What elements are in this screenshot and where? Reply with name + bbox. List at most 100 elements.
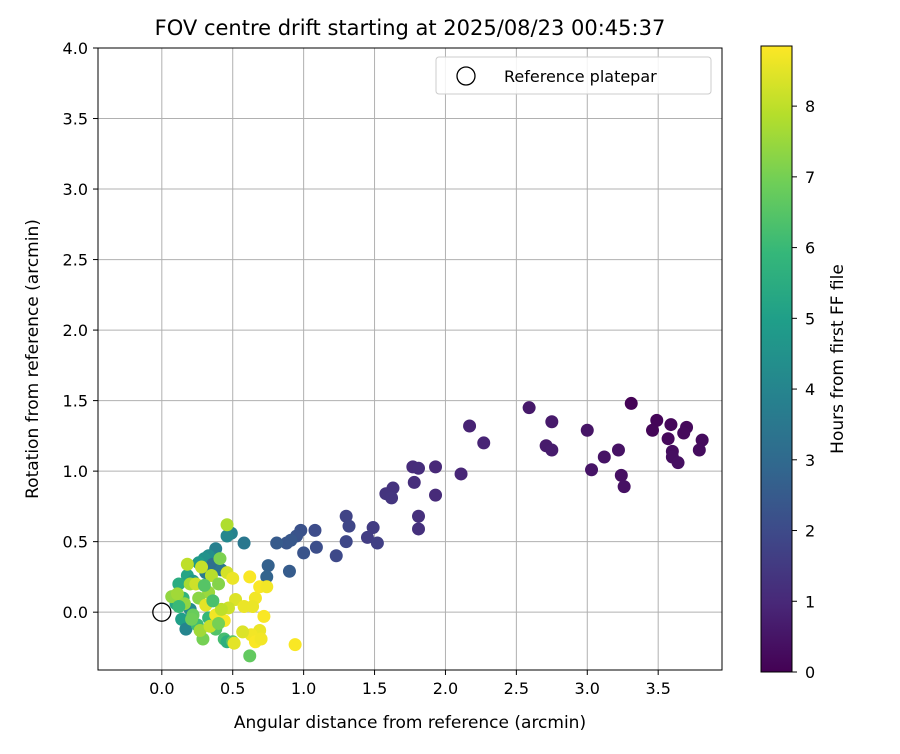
data-point [214, 602, 228, 616]
data-point [288, 638, 302, 652]
colorbar-tick-label: 2 [805, 522, 815, 541]
data-point [385, 491, 399, 505]
data-point [454, 467, 468, 481]
x-tick-label: 1.0 [291, 679, 316, 698]
data-point [585, 463, 599, 477]
data-point [614, 468, 628, 482]
data-point [522, 401, 536, 415]
x-tick-label: 2.0 [433, 679, 458, 698]
data-point [695, 433, 709, 447]
colorbar: 0 1 2 3 4 5 6 7 8 Hours from first FF file [760, 45, 848, 682]
data-point [366, 521, 380, 535]
chart-title: FOV centre drift starting at 2025/08/23 … [155, 16, 666, 40]
y-tick-label: 2.5 [63, 251, 88, 270]
colorbar-label: Hours from first FF file [828, 264, 848, 454]
data-point [246, 600, 260, 614]
data-point [243, 570, 257, 584]
data-point [412, 522, 426, 536]
data-point [179, 622, 193, 636]
data-point [270, 536, 284, 550]
data-point [650, 413, 664, 427]
data-point [172, 600, 186, 614]
data-point [260, 580, 274, 594]
colorbar-tick-label: 6 [805, 239, 815, 258]
data-points [165, 396, 709, 663]
data-point [545, 443, 559, 457]
data-point [243, 649, 257, 663]
data-point [597, 450, 611, 464]
data-point [339, 509, 353, 523]
data-point [212, 616, 226, 630]
colorbar-tick-label: 3 [805, 451, 815, 470]
data-point [580, 423, 594, 437]
data-point [412, 509, 426, 523]
x-tick-label: 2.5 [504, 679, 529, 698]
colorbar-ticks: 0 1 2 3 4 5 6 7 8 [792, 97, 815, 682]
legend-label-reference-platepar: Reference platepar [504, 67, 657, 86]
data-point [624, 396, 638, 410]
colorbar-tick-label: 4 [805, 380, 815, 399]
y-tick-label: 4.0 [63, 39, 88, 58]
colorbar-tick-label: 5 [805, 309, 815, 328]
legend: Reference platepar [435, 56, 712, 95]
x-tick-label: 3.0 [575, 679, 600, 698]
data-point [175, 612, 189, 626]
data-point [329, 549, 343, 563]
data-point [206, 594, 220, 608]
data-point [617, 480, 631, 494]
y-tick-label: 2.0 [63, 321, 88, 340]
x-axis-ticks: 0.0 0.5 1.0 1.5 2.0 2.5 3.0 3.5 [149, 670, 671, 698]
data-point [429, 460, 443, 474]
data-point [172, 577, 186, 591]
data-point [545, 415, 559, 429]
data-point [308, 523, 322, 537]
data-point [180, 557, 194, 571]
y-axis-ticks: 0.0 0.5 1.0 1.5 2.0 2.5 3.0 3.5 4.0 [63, 39, 98, 622]
legend-reference-marker [456, 66, 476, 86]
x-axis-label: Angular distance from reference (arcmin) [234, 713, 586, 733]
colorbar-gradient [760, 45, 793, 673]
data-point [664, 418, 678, 432]
data-point [254, 632, 268, 646]
data-point [257, 609, 271, 623]
colorbar-tick-label: 1 [805, 592, 815, 611]
data-point [220, 518, 234, 532]
y-tick-label: 1.0 [63, 462, 88, 481]
x-tick-label: 1.5 [362, 679, 387, 698]
y-tick-label: 3.5 [63, 110, 88, 129]
data-point [692, 443, 706, 457]
data-point [646, 423, 660, 437]
x-tick-label: 0.5 [220, 679, 245, 698]
data-point [195, 560, 209, 574]
data-point [429, 488, 443, 502]
y-tick-label: 0.5 [63, 533, 88, 552]
data-point [661, 432, 675, 446]
data-point [342, 519, 356, 533]
data-point [297, 546, 311, 560]
data-point [309, 540, 323, 554]
data-point [370, 536, 384, 550]
legend-box [435, 56, 712, 95]
y-tick-label: 0.0 [63, 603, 88, 622]
data-point [477, 436, 491, 450]
plot-area-frame [97, 47, 723, 671]
colorbar-tick-label: 7 [805, 168, 815, 187]
y-tick-label: 3.0 [63, 180, 88, 199]
data-point [671, 456, 685, 470]
data-point [260, 570, 274, 584]
data-point [170, 587, 184, 601]
data-point [284, 533, 298, 547]
x-tick-label: 0.0 [149, 679, 174, 698]
data-point [339, 535, 353, 549]
data-point [193, 624, 207, 638]
data-point [282, 564, 296, 578]
reference-platepar-marker [152, 602, 172, 622]
colorbar-tick-label: 0 [805, 663, 815, 682]
data-point [212, 577, 226, 591]
data-point [407, 475, 421, 489]
data-point [185, 612, 199, 626]
x-tick-label: 3.5 [645, 679, 670, 698]
data-point [226, 571, 240, 585]
